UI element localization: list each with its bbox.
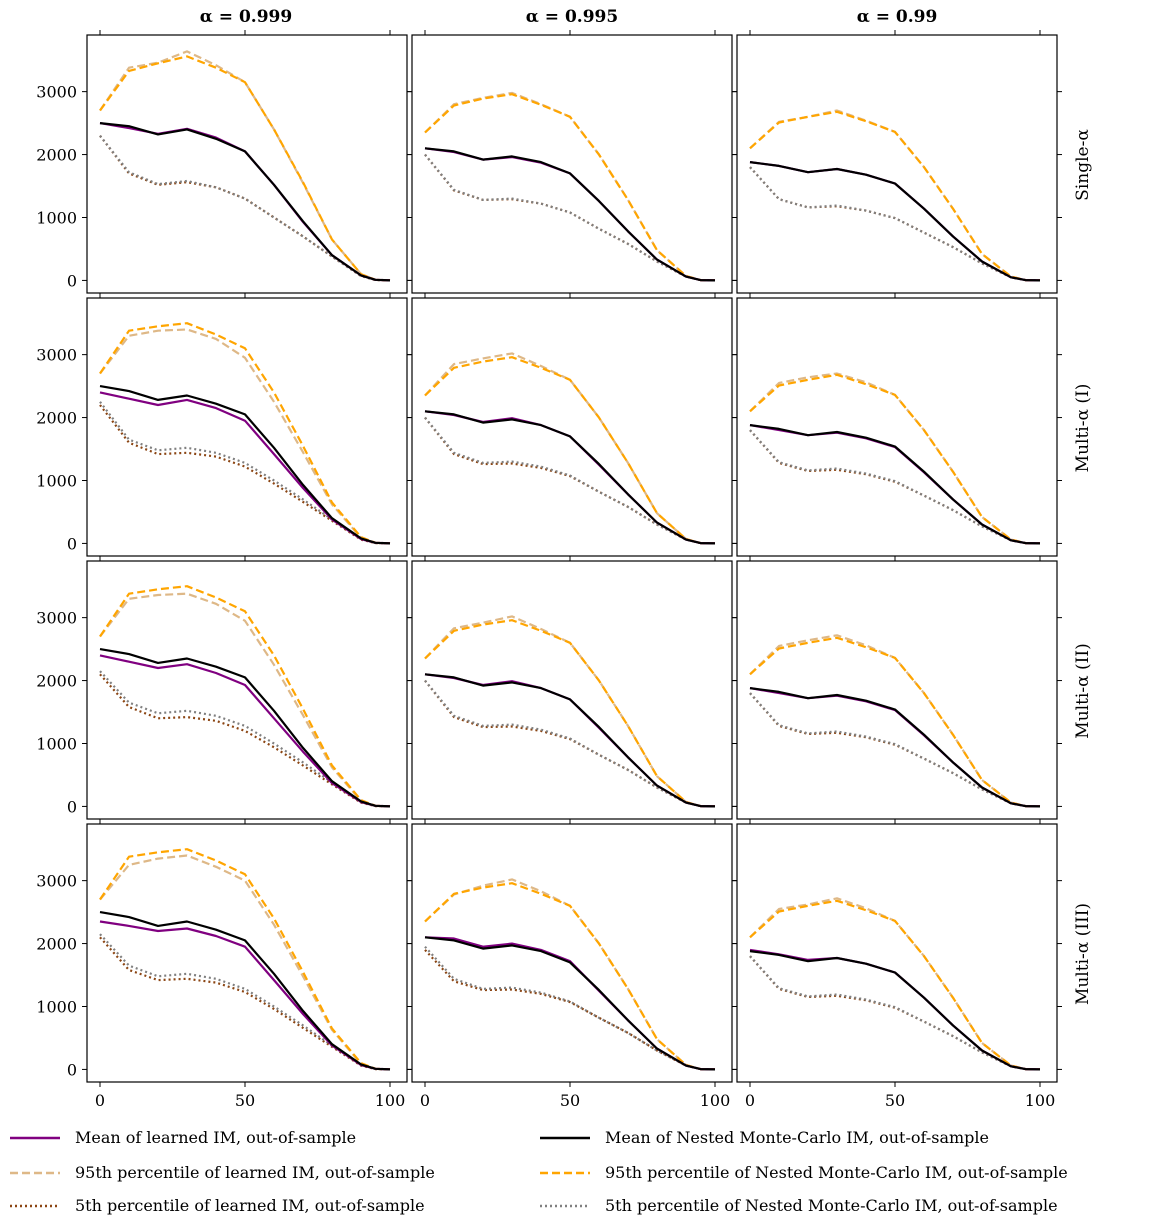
column-titles: α = 0.999 α = 0.995 α = 0.99 [200,7,937,27]
panel-grid: 0100020003000010002000300001000200030000… [36,30,1062,1110]
x-tick-label: 50 [235,1091,255,1110]
panel-frame [411,297,733,557]
row-labels: Single-α Multi-α (I) Multi-α (II) Multi-… [1073,129,1093,1005]
legend-label: Mean of Nested Monte-Carlo IM, out-of-sa… [605,1128,989,1147]
y-tick-label: 1000 [36,208,77,227]
y-tick-label: 2000 [36,146,77,165]
series-line-4 [749,161,1041,282]
y-tick-label: 3000 [36,609,77,628]
panel-r4-c2: 0 50 100 [407,819,737,1110]
panel-r2-c1: 0 1000 2000 3000 [36,293,412,561]
legend: Mean of learned IM, out-of-sample 95th pe… [10,1128,1068,1215]
row-label-2: Multi-α (I) [1073,384,1093,473]
series-line-4 [99,122,391,282]
series-line-6 [99,135,391,282]
x-tick-label: 100 [375,1091,406,1110]
panel-frame [411,34,733,294]
panel-frame [736,297,1058,557]
y-tick-label: 2000 [36,672,77,691]
legend-item-4: Mean of Nested Monte-Carlo IM, out-of-sa… [540,1128,989,1147]
row-label-4: Multi-α (III) [1073,903,1093,1005]
col-title-3: α = 0.99 [857,7,938,27]
series-line-4 [749,424,1041,545]
series-line-4 [424,936,716,1071]
x-tick-label: 0 [745,1091,755,1110]
legend-item-6: 5th percentile of Nested Monte-Carlo IM,… [540,1196,1058,1215]
legend-item-3: 5th percentile of learned IM, out-of-sam… [10,1196,425,1215]
x-tick-label: 100 [700,1091,731,1110]
legend-item-5: 95th percentile of Nested Monte-Carlo IM… [540,1163,1068,1182]
y-tick-label: 0 [67,534,77,553]
row-label-3: Multi-α (II) [1073,643,1093,738]
y-tick-label: 3000 [36,346,77,365]
y-tick-label: 0 [67,271,77,290]
legend-label: Mean of learned IM, out-of-sample [75,1128,356,1147]
y-tick-label: 2000 [36,409,77,428]
y-tick-label: 3000 [36,83,77,102]
series-line-4 [424,147,716,282]
series-line-4 [99,385,391,545]
panel-r1-c1: 0 1000 2000 3000 [36,30,412,298]
panel-r2-c3 [732,293,1062,561]
panel-frame [411,560,733,820]
panel-r3-c3 [732,556,1062,824]
series-line-4 [749,950,1041,1071]
series-line-3 [99,673,391,808]
legend-label: 95th percentile of Nested Monte-Carlo IM… [605,1163,1068,1182]
panel-frame [86,34,408,294]
panel-frame [736,823,1058,1083]
panel-frame [736,34,1058,294]
x-tick-label: 50 [885,1091,905,1110]
legend-label: 5th percentile of Nested Monte-Carlo IM,… [605,1196,1058,1215]
panel-r1-c3 [732,30,1062,298]
series-line-4 [99,911,391,1071]
x-tick-label: 50 [560,1091,580,1110]
panel-r4-c3: 0 50 100 [732,819,1062,1110]
series-line-4 [424,410,716,545]
legend-item-2: 95th percentile of learned IM, out-of-sa… [10,1163,435,1182]
panel-frame [86,297,408,557]
panel-frame [86,823,408,1083]
panel-frame [86,560,408,820]
panel-r1-c2 [407,30,737,298]
y-tick-label: 0 [67,1060,77,1079]
y-tick-label: 2000 [36,935,77,954]
x-tick-label: 0 [95,1091,105,1110]
y-tick-label: 3000 [36,872,77,891]
legend-item-1: Mean of learned IM, out-of-sample [10,1128,356,1147]
panel-r2-c2 [407,293,737,561]
col-title-1: α = 0.999 [200,7,292,27]
col-title-2: α = 0.995 [526,7,618,27]
panel-r3-c2 [407,556,737,824]
y-tick-label: 1000 [36,997,77,1016]
row-label-1: Single-α [1073,129,1093,201]
y-tick-label: 1000 [36,734,77,753]
x-tick-label: 100 [1025,1091,1056,1110]
series-line-4 [424,673,716,808]
y-tick-label: 0 [67,797,77,816]
y-tick-label: 1000 [36,471,77,490]
legend-label: 5th percentile of learned IM, out-of-sam… [75,1196,425,1215]
series-line-4 [749,687,1041,808]
panel-frame [411,823,733,1083]
legend-label: 95th percentile of learned IM, out-of-sa… [75,1163,435,1182]
series-line-4 [99,648,391,808]
panel-frame [736,560,1058,820]
panel-r3-c1: 0 1000 2000 3000 [36,556,412,824]
x-tick-label: 0 [420,1091,430,1110]
